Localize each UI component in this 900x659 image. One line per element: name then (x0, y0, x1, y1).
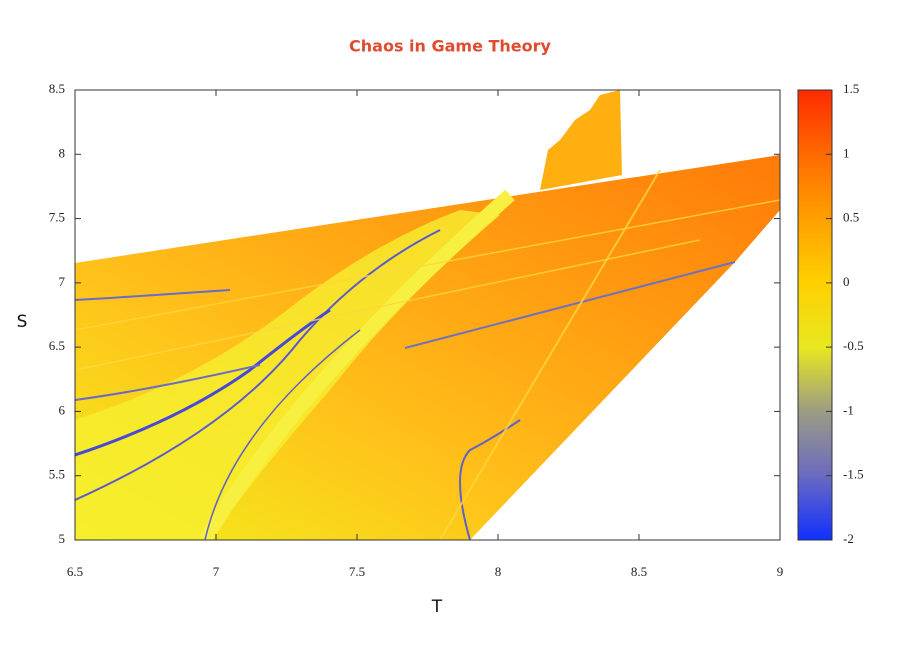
x-tick-label: 7 (213, 564, 220, 579)
yellow-band (75, 210, 500, 540)
y-tick-label: 8 (59, 145, 66, 160)
blue-curve (75, 308, 331, 457)
y-axis-label: S (17, 312, 28, 332)
yellow-stripe (198, 189, 515, 540)
y-tick-label: 7 (59, 274, 66, 289)
colorbar-tick-label: 0.5 (843, 210, 859, 225)
heatmap-field (75, 90, 780, 540)
x-tick-label: 8.5 (631, 564, 647, 579)
ticks: 6.5 7 7.5 8 8.5 9 5 5.5 6 6.5 7 7.5 8 8.5 1.5 1 0.5 0 -0.5… (49, 81, 864, 579)
x-tick-label: 9 (777, 564, 784, 579)
y-tick-label: 8.5 (49, 81, 65, 96)
x-axis-label: T (431, 597, 443, 617)
x-tick-label: 8 (495, 564, 502, 579)
colorbar-tick-label: -0.5 (843, 338, 864, 353)
colorbar-tick-label: -2 (843, 531, 854, 546)
blue-curve (75, 229, 441, 501)
y-tick-label: 5 (59, 531, 66, 546)
blue-curve (404, 261, 736, 349)
colorbar-tick-label: 1.5 (843, 81, 859, 96)
blue-curve (75, 364, 261, 401)
blue-curve (204, 329, 361, 540)
colorbar-tick-label: 1 (843, 145, 850, 160)
yellow-stripe (75, 199, 780, 331)
y-tick-label: 6.5 (49, 338, 65, 353)
colorbar-tick-label: -1 (843, 402, 854, 417)
chart-title: Chaos in Game Theory (349, 37, 552, 56)
yellow-stripe (75, 239, 701, 371)
y-tick-label: 5.5 (49, 467, 65, 482)
colorbar-tick-label: -1.5 (843, 467, 864, 482)
x-tick-label: 6.5 (67, 564, 83, 579)
colorbar (797, 89, 833, 541)
colorbar-tick-label: 0 (843, 274, 850, 289)
plot-frame (74, 89, 781, 541)
y-tick-label: 7.5 (49, 210, 65, 225)
blue-curve (75, 289, 231, 301)
y-tick-label: 6 (59, 402, 66, 417)
yellow-stripe (439, 169, 661, 540)
blue-curve (459, 419, 521, 540)
spike-region (540, 90, 622, 190)
x-tick-label: 7.5 (349, 564, 365, 579)
